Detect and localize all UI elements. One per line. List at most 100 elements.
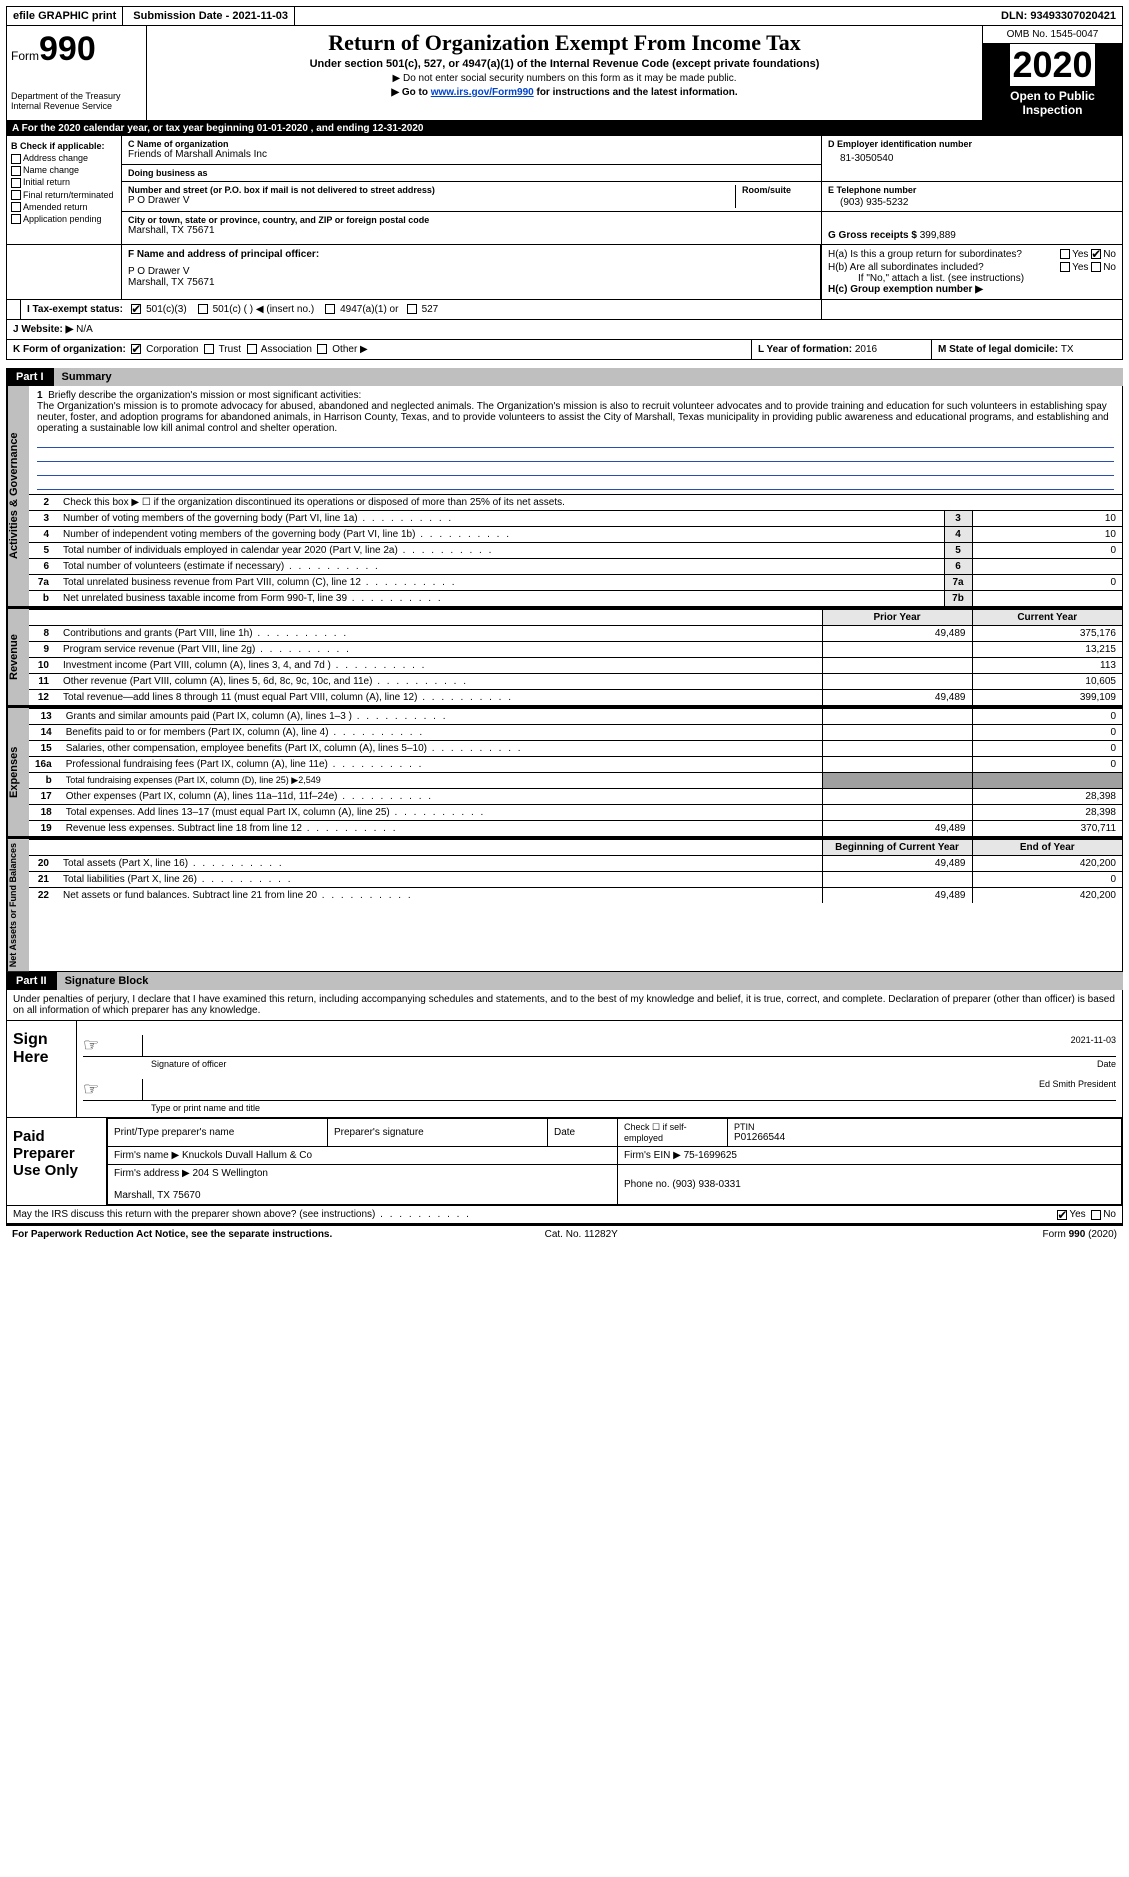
firm-addr-label: Firm's address ▶: [114, 1168, 193, 1179]
org-name-label: C Name of organization: [128, 139, 815, 149]
expenses-table: 13Grants and similar amounts paid (Part …: [29, 708, 1122, 836]
footer-left: For Paperwork Reduction Act Notice, see …: [12, 1229, 332, 1240]
expenses-side-label: Expenses: [7, 708, 29, 836]
perjury-text: Under penalties of perjury, I declare th…: [6, 990, 1123, 1021]
part-ii-header: Part II Signature Block: [6, 972, 1123, 990]
ptin-value: P01266544: [734, 1132, 1115, 1143]
header-grid: B Check if applicable: Address change Na…: [6, 136, 1123, 245]
prep-self-emp[interactable]: Check ☐ if self-employed: [618, 1119, 728, 1147]
l-label: L Year of formation:: [758, 344, 855, 355]
cb-initial-return[interactable]: Initial return: [11, 176, 117, 188]
line-6-text: Total number of volunteers (estimate if …: [57, 559, 944, 575]
note-ssn: ▶ Do not enter social security numbers o…: [155, 73, 974, 84]
city-value: Marshall, TX 75671: [128, 225, 815, 236]
discuss-yes[interactable]: Yes: [1057, 1209, 1085, 1220]
tax-year: 2020: [983, 44, 1122, 86]
phone-label: E Telephone number: [828, 185, 1116, 195]
top-bar: efile GRAPHIC print Submission Date - 20…: [6, 6, 1123, 26]
current-year-hdr: Current Year: [972, 610, 1122, 626]
hb-yes[interactable]: Yes: [1060, 262, 1088, 273]
revenue-side-label: Revenue: [7, 609, 29, 705]
dln: DLN: 93493307020421: [995, 7, 1122, 25]
line-6-value: [972, 559, 1122, 575]
line-4-value: 10: [972, 527, 1122, 543]
firm-ein-label: Firm's EIN ▶: [624, 1150, 684, 1161]
mission-label: Briefly describe the organization's miss…: [48, 390, 361, 401]
governance-side-label: Activities & Governance: [7, 386, 29, 606]
ein-value: 81-3050540: [828, 149, 1116, 164]
line-2-text: Check this box ▶ ☐ if the organization d…: [57, 495, 1122, 511]
sign-here-label: Sign Here: [7, 1021, 77, 1117]
cb-amended-return[interactable]: Amended return: [11, 201, 117, 213]
governance-table: 2Check this box ▶ ☐ if the organization …: [29, 494, 1122, 606]
irs-link[interactable]: www.irs.gov/Form990: [431, 87, 534, 98]
part-ii-title: Signature Block: [57, 972, 1123, 990]
cb-name-change[interactable]: Name change: [11, 164, 117, 176]
row-a-period: A For the 2020 calendar year, or tax yea…: [6, 121, 1123, 136]
firm-name-label: Firm's name ▶: [114, 1150, 182, 1161]
cb-app-pending[interactable]: Application pending: [11, 213, 117, 225]
paid-preparer-block: Paid Preparer Use Only Print/Type prepar…: [6, 1118, 1123, 1206]
sign-here-block: Sign Here ☞2021-11-03 Signature of offic…: [6, 1021, 1123, 1118]
officer-label: F Name and address of principal officer:: [128, 249, 814, 260]
street-value: P O Drawer V: [128, 195, 735, 206]
prep-date-hdr: Date: [548, 1119, 618, 1147]
preparer-table: Print/Type preparer's name Preparer's si…: [107, 1118, 1122, 1205]
ein-label: D Employer identification number: [828, 139, 1116, 149]
dba-label: Doing business as: [128, 168, 815, 178]
footer-right: Form 990 (2020): [1043, 1229, 1118, 1240]
line-7b-text: Net unrelated business taxable income fr…: [57, 591, 944, 607]
cb-other[interactable]: Other ▶: [317, 344, 367, 355]
revenue-table: Prior YearCurrent Year 8Contributions an…: [29, 609, 1122, 705]
discuss-text: May the IRS discuss this return with the…: [13, 1209, 1057, 1220]
prep-name-hdr: Print/Type preparer's name: [108, 1119, 328, 1147]
street-label: Number and street (or P.O. box if mail i…: [128, 185, 735, 195]
firm-phone-value: (903) 938-0331: [672, 1179, 740, 1190]
cb-assoc[interactable]: Association: [247, 344, 312, 355]
form-number: Form990: [11, 30, 142, 69]
ha-label: H(a) Is this a group return for subordin…: [828, 249, 1060, 260]
date-label: Date: [1097, 1059, 1116, 1069]
discuss-row: May the IRS discuss this return with the…: [6, 1206, 1123, 1224]
cb-trust[interactable]: Trust: [204, 344, 241, 355]
form-subtitle: Under section 501(c), 527, or 4947(a)(1)…: [155, 58, 974, 70]
cb-final-return[interactable]: Final return/terminated: [11, 189, 117, 201]
city-label: City or town, state or province, country…: [128, 215, 815, 225]
line-3-text: Number of voting members of the governin…: [57, 511, 944, 527]
cb-address-change[interactable]: Address change: [11, 152, 117, 164]
sig-officer-label: Signature of officer: [151, 1059, 226, 1069]
form-header: Form990 Department of the Treasury Inter…: [6, 26, 1123, 121]
k-label: K Form of organization:: [13, 344, 126, 355]
org-name: Friends of Marshall Animals Inc: [128, 149, 815, 160]
cb-501c[interactable]: 501(c) ( ) ◀ (insert no.): [198, 304, 314, 315]
begin-year-hdr: Beginning of Current Year: [822, 840, 972, 856]
gross-label: G Gross receipts $: [828, 230, 920, 241]
gross-value: 399,889: [920, 230, 956, 241]
ha-no[interactable]: No: [1091, 249, 1116, 260]
revenue-section: Revenue Prior YearCurrent Year 8Contribu…: [6, 607, 1123, 706]
website-value: N/A: [73, 324, 92, 335]
cb-527[interactable]: 527: [407, 304, 438, 315]
mission-text: The Organization's mission is to promote…: [37, 401, 1109, 434]
tax-status-label: I Tax-exempt status:: [27, 304, 123, 315]
hb-label: H(b) Are all subordinates included?: [828, 262, 1060, 273]
cb-corp[interactable]: Corporation: [131, 344, 198, 355]
prior-year-hdr: Prior Year: [822, 610, 972, 626]
firm-name-value: Knuckols Duvall Hallum & Co: [182, 1150, 312, 1161]
line-4-text: Number of independent voting members of …: [57, 527, 944, 543]
m-label: M State of legal domicile:: [938, 344, 1061, 355]
line-7a-text: Total unrelated business revenue from Pa…: [57, 575, 944, 591]
discuss-no[interactable]: No: [1091, 1209, 1116, 1220]
cb-4947[interactable]: 4947(a)(1) or: [325, 304, 398, 315]
efile-label: efile GRAPHIC print: [7, 7, 123, 25]
net-side-label: Net Assets or Fund Balances: [7, 839, 29, 971]
line-5-value: 0: [972, 543, 1122, 559]
line-3-value: 10: [972, 511, 1122, 527]
open-inspection: Open to Public Inspection: [983, 86, 1122, 120]
part-ii-tab: Part II: [6, 972, 57, 990]
net-assets-section: Net Assets or Fund Balances Beginning of…: [6, 837, 1123, 972]
cb-501c3[interactable]: 501(c)(3): [131, 304, 186, 315]
ha-yes[interactable]: Yes: [1060, 249, 1088, 260]
hb-no[interactable]: No: [1091, 262, 1116, 273]
sig-date: 2021-11-03: [1071, 1035, 1116, 1056]
